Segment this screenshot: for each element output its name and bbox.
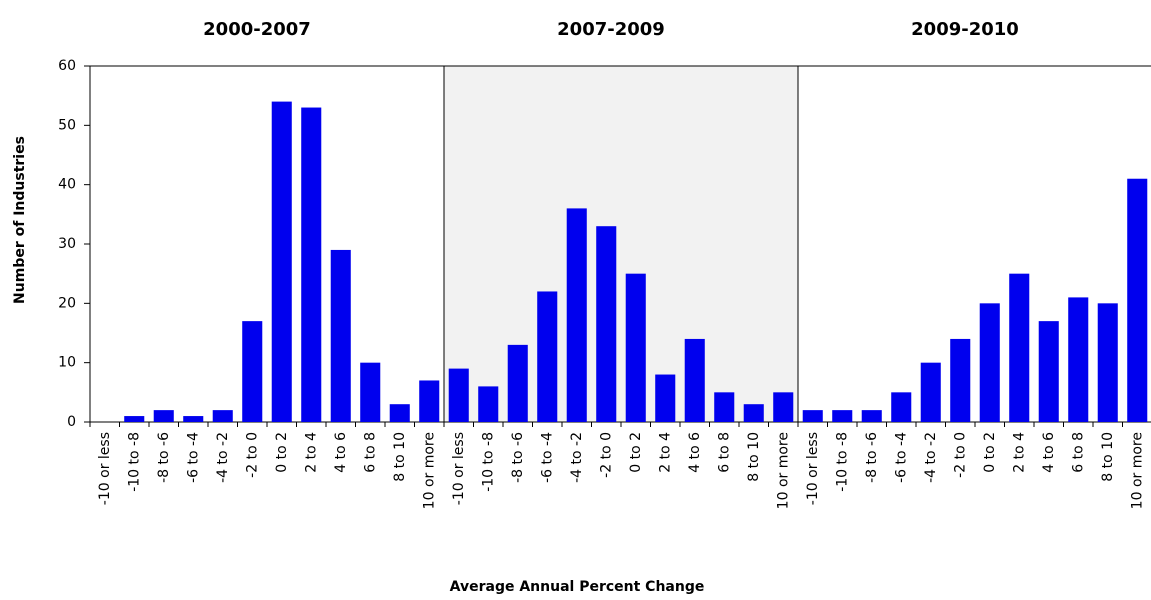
x-tick-label: -4 to -2 bbox=[215, 432, 231, 483]
bar bbox=[183, 416, 204, 422]
x-tick-label: 6 to 8 bbox=[716, 432, 732, 473]
bar bbox=[743, 404, 764, 422]
x-tick-label: -2 to 0 bbox=[598, 432, 614, 478]
y-tick-label: 50 bbox=[58, 117, 76, 133]
x-tick-label: 4 to 6 bbox=[333, 432, 349, 473]
bar bbox=[478, 386, 499, 422]
y-tick-label: 10 bbox=[58, 355, 76, 371]
bar bbox=[1009, 273, 1030, 422]
bar bbox=[566, 208, 587, 422]
bar bbox=[301, 107, 322, 423]
panel-title: 2007-2009 bbox=[557, 19, 665, 40]
bar bbox=[832, 410, 853, 422]
x-tick-label: 0 to 2 bbox=[274, 432, 290, 473]
y-tick-label: 40 bbox=[58, 177, 76, 193]
bar bbox=[714, 392, 735, 422]
x-tick-label: -10 to -8 bbox=[480, 432, 496, 492]
x-tick-label: 8 to 10 bbox=[746, 432, 762, 482]
bar bbox=[979, 303, 1000, 422]
x-tick-label: 6 to 8 bbox=[362, 432, 378, 473]
x-tick-label: 8 to 10 bbox=[1100, 432, 1116, 482]
x-tick-label: -6 to -4 bbox=[539, 432, 555, 483]
y-tick-label: 20 bbox=[58, 295, 76, 311]
x-tick-label: -10 to -8 bbox=[834, 432, 850, 492]
bar bbox=[212, 410, 233, 422]
x-tick-label: 2 to 4 bbox=[1011, 432, 1027, 473]
panel-background bbox=[443, 65, 799, 423]
x-tick-label: 4 to 6 bbox=[687, 432, 703, 473]
bar bbox=[242, 321, 263, 422]
bar bbox=[625, 273, 646, 422]
bar bbox=[684, 338, 705, 422]
x-tick-label: 10 or more bbox=[775, 432, 791, 509]
bar bbox=[1097, 303, 1118, 422]
bar bbox=[920, 362, 941, 422]
panel-title: 2000-2007 bbox=[203, 19, 311, 40]
x-tick-label: -10 or less bbox=[451, 432, 467, 505]
x-tick-label: -10 or less bbox=[97, 432, 113, 505]
x-tick-label: -4 to -2 bbox=[569, 432, 585, 483]
panel-title: 2009-2010 bbox=[911, 19, 1019, 40]
bar bbox=[950, 338, 971, 422]
x-tick-label: -10 or less bbox=[805, 432, 821, 505]
x-tick-label: 4 to 6 bbox=[1041, 432, 1057, 473]
bar bbox=[891, 392, 912, 422]
y-axis-label: Number of Industries bbox=[12, 136, 28, 304]
bar bbox=[419, 380, 440, 422]
bar bbox=[537, 291, 558, 422]
bar bbox=[1127, 178, 1148, 422]
bar bbox=[360, 362, 381, 422]
x-tick-label: 0 to 2 bbox=[628, 432, 644, 473]
x-tick-label: -6 to -4 bbox=[893, 432, 909, 483]
bar bbox=[773, 392, 794, 422]
bar bbox=[507, 344, 528, 422]
x-tick-label: -2 to 0 bbox=[952, 432, 968, 478]
bar bbox=[655, 374, 676, 422]
y-tick-label: 0 bbox=[67, 414, 76, 430]
panel-background bbox=[89, 65, 445, 423]
x-axis-label: Average Annual Percent Change bbox=[450, 579, 705, 595]
bar bbox=[330, 249, 351, 422]
bar bbox=[861, 410, 882, 422]
bar bbox=[596, 226, 617, 422]
bar bbox=[153, 410, 174, 422]
x-tick-label: 10 or more bbox=[1129, 432, 1145, 509]
panel-background bbox=[797, 65, 1151, 423]
bar bbox=[389, 404, 410, 422]
bar bbox=[124, 416, 145, 422]
x-tick-label: 2 to 4 bbox=[303, 432, 319, 473]
x-tick-label: -8 to -6 bbox=[156, 432, 172, 483]
bar bbox=[271, 101, 292, 422]
x-tick-label: 6 to 8 bbox=[1070, 432, 1086, 473]
x-tick-label: 2 to 4 bbox=[657, 432, 673, 473]
x-tick-label: -2 to 0 bbox=[244, 432, 260, 478]
x-tick-label: 0 to 2 bbox=[982, 432, 998, 473]
x-tick-label: -8 to -6 bbox=[510, 432, 526, 483]
y-tick-label: 30 bbox=[58, 236, 76, 252]
x-tick-label: -6 to -4 bbox=[185, 432, 201, 483]
x-tick-label: -10 to -8 bbox=[126, 432, 142, 492]
x-tick-label: -8 to -6 bbox=[864, 432, 880, 483]
x-tick-label: 10 or more bbox=[421, 432, 437, 509]
bar bbox=[1038, 321, 1059, 422]
x-tick-label: 8 to 10 bbox=[392, 432, 408, 482]
x-tick-label: -4 to -2 bbox=[923, 432, 939, 483]
bar bbox=[1068, 297, 1089, 422]
bar bbox=[448, 368, 469, 422]
bar bbox=[802, 410, 823, 422]
y-tick-label: 60 bbox=[58, 58, 76, 74]
